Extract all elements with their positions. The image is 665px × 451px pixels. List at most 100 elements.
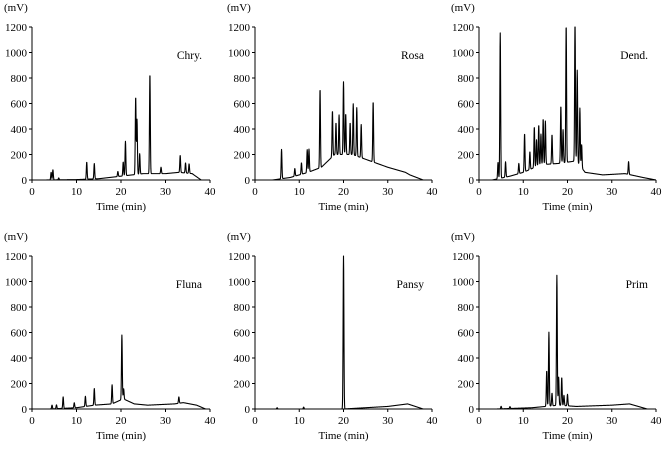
y-tick-label: 800 — [458, 302, 475, 314]
y-tick-label: 1000 — [5, 48, 28, 60]
y-tick-label: 1200 — [452, 22, 475, 34]
y-tick-label: 400 — [11, 124, 28, 136]
x-tick-label: 30 — [160, 415, 172, 427]
x-tick-label: 20 — [338, 415, 350, 427]
panel-rosa: 0 200 400 600 800 1000 1200 0 10 20 30 40 (mV) Time (… — [227, 2, 438, 213]
y-tick-label: 200 — [11, 379, 28, 391]
y-tick-label: 200 — [458, 150, 475, 162]
y-tick-label: 400 — [234, 124, 251, 136]
y-tick-label: 800 — [11, 302, 28, 314]
y-tick-label: 400 — [11, 353, 28, 365]
y-tick-label: 200 — [234, 379, 251, 391]
x-tick-label: 40 — [427, 415, 439, 427]
x-tick-label: 10 — [518, 186, 530, 198]
y-tick-label: 400 — [234, 353, 251, 365]
x-tick-label: 40 — [205, 186, 217, 198]
y-tick-label: 200 — [234, 150, 251, 162]
y-tick-label: 1200 — [5, 22, 28, 34]
x-tick-label: 0 — [29, 186, 35, 198]
x-tick-label: 0 — [476, 186, 482, 198]
y-tick-label: 0 — [245, 404, 251, 416]
series-line — [31, 75, 211, 181]
y-tick-label: 200 — [458, 379, 475, 391]
x-tick-label: 0 — [252, 186, 258, 198]
y-unit-label: (mV) — [227, 2, 251, 14]
y-tick-label: 600 — [11, 328, 28, 340]
x-tick-label: 40 — [427, 186, 439, 198]
x-axis-label: Time (min) — [96, 201, 146, 213]
y-tick-label: 800 — [11, 73, 28, 85]
series-line — [254, 81, 433, 181]
y-tick-label: 1000 — [5, 277, 28, 289]
x-tick-label: 20 — [338, 186, 350, 198]
panel-fluna: 0 200 400 600 800 1000 1200 0 10 20 30 40 (mV) Time (… — [4, 231, 216, 442]
y-tick-label: 1000 — [228, 277, 251, 289]
panel-dend: 0 200 400 600 800 1000 1200 0 10 20 30 40 (mV) Time (… — [451, 2, 662, 213]
x-tick-label: 20 — [562, 186, 574, 198]
x-tick-label: 0 — [252, 415, 258, 427]
x-tick-label: 20 — [562, 415, 574, 427]
panel-label: Prim — [626, 279, 648, 291]
x-axis-label: Time (min) — [318, 430, 368, 442]
x-axis-label: Time (min) — [542, 430, 592, 442]
y-tick-label: 800 — [234, 302, 251, 314]
y-tick-label: 1200 — [228, 251, 251, 263]
x-axis-label: Time (min) — [318, 201, 368, 213]
y-tick-label: 800 — [234, 73, 251, 85]
series-line — [254, 255, 433, 410]
x-tick-label: 30 — [606, 186, 618, 198]
y-tick-label: 600 — [458, 99, 475, 111]
panel-pansy: 0 200 400 600 800 1000 1200 0 10 20 30 40 (mV) Time (… — [227, 231, 438, 442]
panel-label: Chry. — [177, 50, 202, 62]
y-unit-label: (mV) — [451, 2, 475, 14]
x-tick-label: 20 — [116, 186, 128, 198]
panel-prim: 0 200 400 600 800 1000 1200 0 10 20 30 40 (mV) Time (… — [451, 231, 662, 442]
series-line — [478, 26, 657, 181]
y-unit-label: (mV) — [4, 2, 28, 14]
panel-label: Rosa — [401, 50, 424, 62]
x-tick-label: 40 — [651, 186, 663, 198]
x-tick-label: 20 — [116, 415, 128, 427]
y-tick-label: 1200 — [452, 251, 475, 263]
y-tick-label: 1200 — [5, 251, 28, 263]
y-tick-label: 0 — [469, 404, 475, 416]
panel-label: Dend. — [620, 50, 648, 62]
y-tick-label: 400 — [458, 124, 475, 136]
x-axis-label: Time (min) — [542, 201, 592, 213]
y-tick-label: 600 — [234, 328, 251, 340]
y-tick-label: 0 — [22, 404, 28, 416]
x-tick-label: 30 — [382, 415, 394, 427]
y-tick-label: 1000 — [452, 48, 475, 60]
y-tick-label: 0 — [245, 175, 251, 187]
x-axis-label: Time (min) — [96, 430, 146, 442]
y-tick-label: 600 — [11, 99, 28, 111]
panel-chry: 0 200 400 600 800 1000 1200 0 10 20 30 40 (mV) Time (… — [4, 2, 216, 213]
x-tick-label: 10 — [518, 415, 530, 427]
panel-label: Fluna — [176, 279, 202, 291]
y-unit-label: (mV) — [227, 231, 251, 243]
x-tick-label: 10 — [294, 186, 306, 198]
x-tick-label: 0 — [476, 415, 482, 427]
x-tick-label: 10 — [71, 186, 83, 198]
panel-label: Pansy — [397, 279, 425, 291]
y-tick-label: 1200 — [228, 22, 251, 34]
y-tick-label: 400 — [458, 353, 475, 365]
y-tick-label: 600 — [234, 99, 251, 111]
y-tick-label: 1000 — [228, 48, 251, 60]
y-tick-label: 200 — [11, 150, 28, 162]
x-tick-label: 10 — [294, 415, 306, 427]
y-tick-label: 800 — [458, 73, 475, 85]
x-tick-label: 30 — [160, 186, 172, 198]
y-tick-label: 0 — [22, 175, 28, 187]
x-tick-label: 0 — [29, 415, 35, 427]
x-tick-label: 40 — [651, 415, 663, 427]
x-tick-label: 40 — [205, 415, 217, 427]
y-unit-label: (mV) — [4, 231, 28, 243]
y-unit-label: (mV) — [451, 231, 475, 243]
y-tick-label: 1000 — [452, 277, 475, 289]
x-tick-label: 10 — [71, 415, 83, 427]
series-line — [31, 334, 211, 410]
y-tick-label: 0 — [469, 175, 475, 187]
y-tick-label: 600 — [458, 328, 475, 340]
